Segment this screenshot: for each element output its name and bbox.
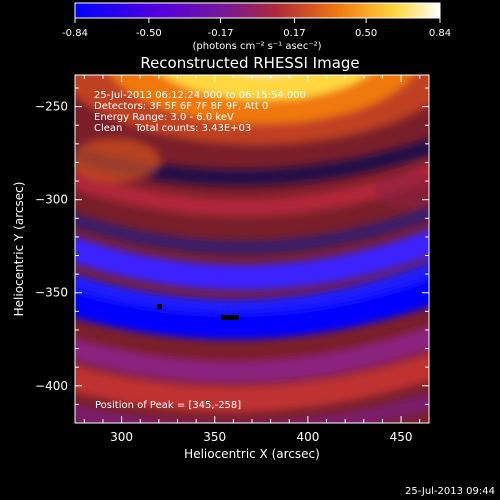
chart-title: Reconstructed RHESSI Image xyxy=(140,54,359,72)
colorbar-tick-label: 0.84 xyxy=(429,28,451,39)
detectors-text: Detectors: 3F 5F 6F 7F 8F 9F, Att 0 xyxy=(94,101,268,112)
x-tick-label: 450 xyxy=(390,430,413,444)
colorbar xyxy=(74,2,441,19)
colorbar-units: (photons cm⁻² s⁻¹ asec⁻²) xyxy=(192,41,321,52)
x-tick-label: 350 xyxy=(203,430,226,444)
x-tick-label: 300 xyxy=(110,430,133,444)
x-axis-label: Heliocentric X (arcsec) xyxy=(184,447,320,461)
timestamp: 25-Jul-2013 09:44 xyxy=(405,486,495,497)
colorbar-tick-label: 0.17 xyxy=(283,28,305,39)
colorbar-tick-label: -0.84 xyxy=(62,28,88,39)
colorbar-tick-label: -0.50 xyxy=(136,28,162,39)
y-axis: −250 −300 −350 −400 xyxy=(35,87,429,424)
x-axis: 300 350 400 450 xyxy=(83,75,421,444)
colorbar-tick-label: -0.17 xyxy=(208,28,234,39)
y-tick-label: −250 xyxy=(35,100,68,114)
peak-position-text: Position of Peak = [345,-258] xyxy=(95,400,241,411)
x-tick-label: 400 xyxy=(296,430,319,444)
colorbar-ticks: -0.84 -0.50 -0.17 0.17 0.50 0.84 xyxy=(62,18,451,39)
time-range-text: 25-Jul-2013 06:12:24.000 to 06:15:54.000 xyxy=(94,90,306,101)
y-tick-label: −300 xyxy=(35,193,68,207)
clean-counts-text: Clean Total counts: 3.43E+03 xyxy=(94,123,251,134)
colorbar-tick-label: 0.50 xyxy=(355,28,377,39)
y-axis-label: Heliocentric Y (arcsec) xyxy=(12,182,26,317)
heatmap-image xyxy=(75,75,429,423)
energy-range-text: Energy Range: 3.0 - 6.0 keV xyxy=(94,112,234,123)
y-tick-label: −350 xyxy=(35,286,68,300)
y-tick-label: −400 xyxy=(35,379,68,393)
